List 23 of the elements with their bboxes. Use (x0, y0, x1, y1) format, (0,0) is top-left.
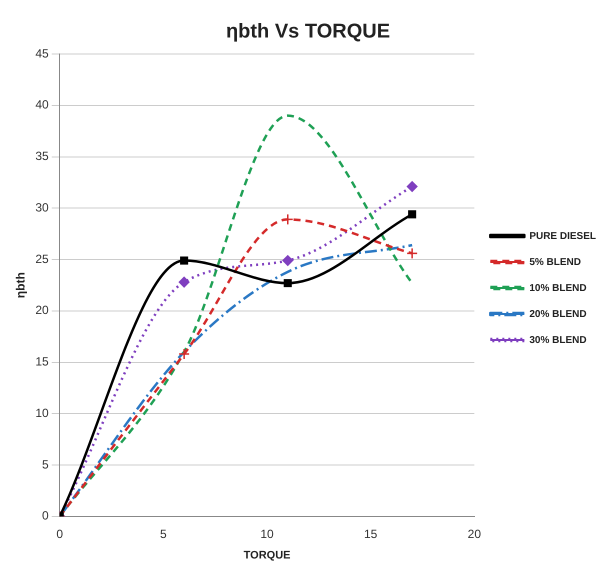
legend-label: 10% BLEND (529, 282, 587, 294)
y-tick-label: 35 (35, 149, 50, 164)
legend-label: 5% BLEND (529, 256, 582, 268)
x-tick-label: 5 (160, 526, 168, 541)
y-tick-label: 40 (35, 98, 50, 112)
y-tick-label: 20 (35, 303, 50, 318)
y-tick-label: 15 (35, 354, 50, 369)
x-tick-label: 10 (260, 526, 274, 541)
x-tick-label: 0 (56, 526, 64, 541)
y-tick-label: 45 (35, 46, 50, 60)
y-tick-label: 5 (42, 457, 50, 472)
y-tick-label: 10 (35, 406, 50, 420)
y-tick-label: 25 (35, 252, 50, 266)
y-tick-label: 0 (42, 508, 50, 523)
x-tick-label: 20 (468, 526, 482, 541)
y-axis-title: ηbth (14, 272, 28, 298)
legend-label: 20% BLEND (529, 308, 587, 320)
x-axis-title: TORQUE (244, 549, 290, 562)
chart-title: ηbth Vs TORQUE (226, 20, 390, 43)
legend-label: 30% BLEND (529, 334, 587, 346)
x-tick-label: 15 (364, 526, 378, 541)
legend-label: PURE DIESEL (529, 230, 596, 242)
y-tick-label: 30 (35, 200, 50, 214)
